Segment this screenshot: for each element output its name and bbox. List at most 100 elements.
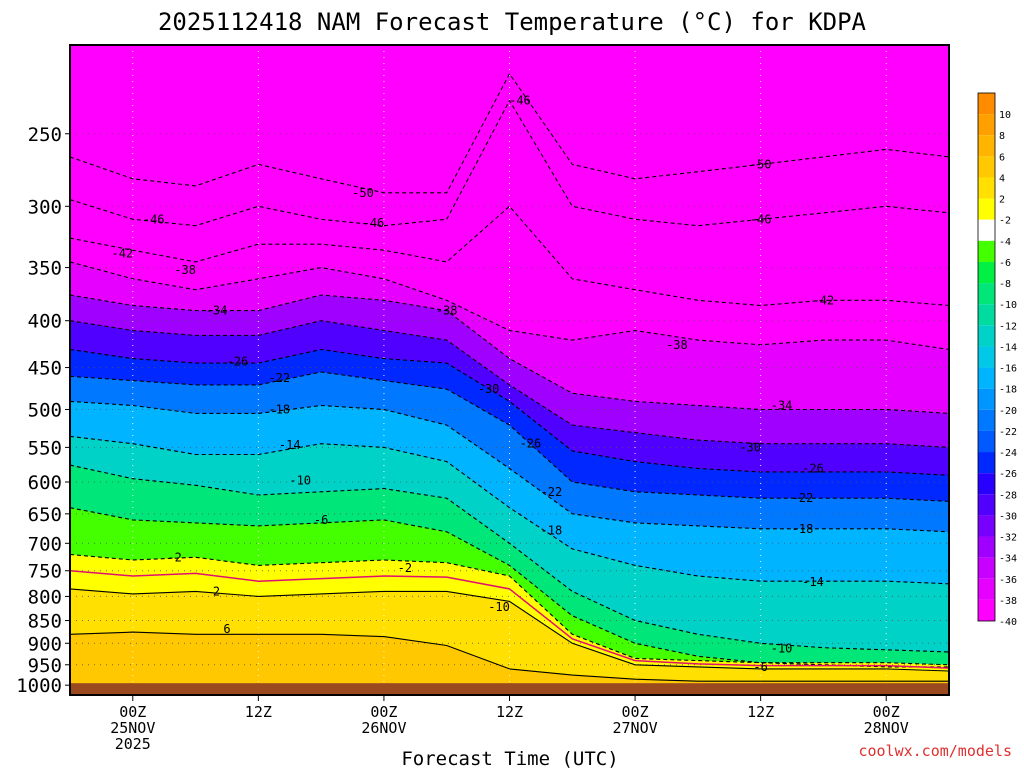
contour-line--42 bbox=[70, 205, 949, 307]
contour-label: -22 bbox=[792, 491, 814, 505]
colorbar-swatch bbox=[978, 515, 995, 537]
colorbar-label: -16 bbox=[999, 364, 1017, 375]
contour-label: -6 bbox=[314, 513, 328, 527]
colorbar-swatch bbox=[978, 473, 995, 495]
colorbar-label: -40 bbox=[999, 617, 1017, 628]
x-tick-label: 00Z bbox=[370, 703, 397, 721]
terrain-surface bbox=[70, 683, 949, 695]
colorbar-label: -30 bbox=[999, 511, 1017, 522]
contour-label: 2 bbox=[213, 584, 220, 598]
watermark-text: coolwx.com/models bbox=[858, 742, 1012, 760]
contour-label: -30 bbox=[478, 382, 500, 396]
x-tick-label: 2025 bbox=[115, 735, 151, 753]
contour-line--18 bbox=[70, 400, 949, 533]
contour-label: -14 bbox=[279, 438, 301, 452]
colorbar-swatch bbox=[978, 325, 995, 347]
contour-label: 6 bbox=[223, 622, 230, 636]
x-tick-label: 00Z bbox=[119, 703, 146, 721]
x-axis-label: Forecast Time (UTC) bbox=[401, 748, 618, 768]
x-tick-label: 12Z bbox=[496, 703, 523, 721]
x-tick-label: 12Z bbox=[747, 703, 774, 721]
colorbar-label: 2 bbox=[999, 195, 1005, 206]
y-tick-label: 750 bbox=[28, 561, 62, 583]
colorbar-swatch bbox=[978, 304, 995, 326]
y-tick-label: 300 bbox=[28, 196, 62, 218]
colorbar-label: -26 bbox=[999, 469, 1017, 480]
contour-label: -14 bbox=[802, 575, 824, 589]
colorbar-label: -38 bbox=[999, 596, 1017, 607]
contour-label: -22 bbox=[541, 485, 563, 499]
colorbar-label: -6 bbox=[999, 258, 1011, 269]
contour-label: -46 bbox=[363, 216, 385, 230]
contour-label: -42 bbox=[111, 247, 133, 261]
terrain-fill bbox=[70, 683, 949, 695]
colorbar-label: -24 bbox=[999, 448, 1017, 459]
colorbar-label: -8 bbox=[999, 279, 1011, 290]
y-tick-label: 1000 bbox=[16, 675, 62, 697]
colorbar-swatch bbox=[978, 283, 995, 305]
x-tick-label: 00Z bbox=[873, 703, 900, 721]
colorbar-swatch bbox=[978, 156, 995, 178]
colorbar-swatch bbox=[978, 93, 995, 115]
contour-label: -46 bbox=[750, 212, 772, 226]
y-tick-label: 900 bbox=[28, 633, 62, 655]
contour-label: -38 bbox=[174, 263, 196, 277]
x-tick-label: 27NOV bbox=[612, 719, 657, 737]
contour-label: -18 bbox=[792, 522, 814, 536]
colorbar-swatch bbox=[978, 114, 995, 136]
y-tick-label: 600 bbox=[28, 472, 62, 494]
y-tick-label: 650 bbox=[28, 504, 62, 526]
x-tick-label: 28NOV bbox=[864, 719, 909, 737]
y-tick-label: 450 bbox=[28, 358, 62, 380]
colorbar-label: -20 bbox=[999, 406, 1017, 417]
contour-label: -22 bbox=[268, 371, 290, 385]
contour-line--14 bbox=[70, 435, 949, 585]
contour-label: -18 bbox=[541, 524, 563, 538]
colorbar-label: 4 bbox=[999, 173, 1005, 184]
colorbar-swatch bbox=[978, 409, 995, 431]
contour-line-6 bbox=[70, 631, 949, 682]
contour-label: -30 bbox=[739, 440, 761, 454]
contour-line--34 bbox=[70, 294, 949, 414]
colorbar-swatch bbox=[978, 452, 995, 474]
colorbar-label: -36 bbox=[999, 575, 1017, 586]
colorbar-label: -14 bbox=[999, 342, 1017, 353]
contour-line--10 bbox=[70, 464, 949, 653]
contour-label: -26 bbox=[802, 462, 824, 476]
contour-line--46 bbox=[70, 99, 949, 227]
x-tick-label: 26NOV bbox=[361, 719, 406, 737]
colorbar-label: -18 bbox=[999, 385, 1017, 396]
colorbar-swatch bbox=[978, 599, 995, 621]
colorbar-label: -34 bbox=[999, 554, 1017, 565]
colorbar-label: -12 bbox=[999, 321, 1017, 332]
colorbar-swatch bbox=[978, 578, 995, 600]
colorbar-swatch bbox=[978, 430, 995, 453]
colorbar-swatch bbox=[978, 198, 995, 220]
y-tick-label: 850 bbox=[28, 611, 62, 633]
contour-label: -18 bbox=[268, 402, 290, 416]
contour-label: -34 bbox=[206, 304, 228, 318]
x-tick-label: 12Z bbox=[245, 703, 272, 721]
contour-label: -34 bbox=[771, 398, 793, 412]
contour-label: -6 bbox=[753, 660, 767, 674]
contour-label: -10 bbox=[289, 474, 311, 488]
contour-line--2 bbox=[70, 553, 949, 666]
colorbar-label: 6 bbox=[999, 152, 1005, 163]
contour-label: -10 bbox=[488, 600, 510, 614]
contour-line-2 bbox=[70, 588, 949, 672]
contour-line--30 bbox=[70, 320, 949, 448]
colorbar-swatch bbox=[978, 388, 995, 410]
colorbar-label: -32 bbox=[999, 533, 1017, 544]
y-axis: 2503003504004505005506006507007508008509… bbox=[16, 124, 70, 697]
chart-title: 2025112418 NAM Forecast Temperature (°C)… bbox=[158, 8, 867, 36]
contour-line--6 bbox=[70, 507, 949, 668]
contour-lines bbox=[70, 72, 949, 682]
colorbar-label: -4 bbox=[999, 237, 1011, 248]
y-tick-label: 350 bbox=[28, 258, 62, 280]
fill-band-warm-6 bbox=[70, 632, 949, 695]
y-tick-label: 950 bbox=[28, 655, 62, 677]
y-tick-label: 400 bbox=[28, 311, 62, 333]
freezing-line bbox=[70, 569, 949, 669]
contour-label: -42 bbox=[813, 293, 835, 307]
